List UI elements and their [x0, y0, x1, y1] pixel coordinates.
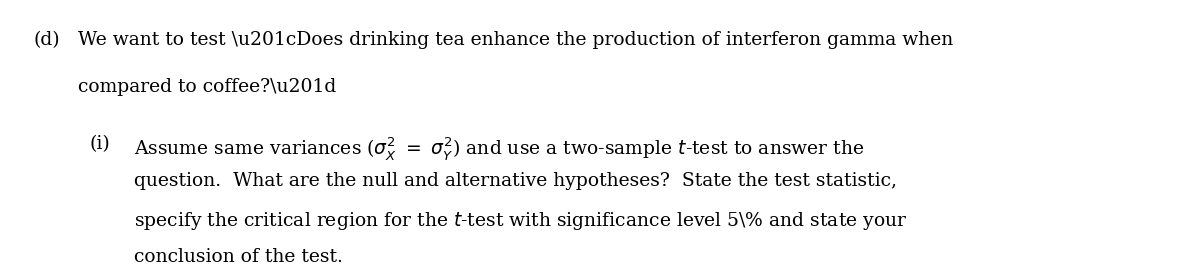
Text: compared to coffee?\u201d: compared to coffee?\u201d: [78, 78, 336, 96]
Text: Assume same variances ($\sigma_X^2\ =\ \sigma_Y^2$) and use a two-sample $t$-tes: Assume same variances ($\sigma_X^2\ =\ \…: [133, 135, 864, 162]
Text: (i): (i): [90, 135, 110, 153]
Text: (d): (d): [34, 31, 60, 49]
Text: question.  What are the null and alternative hypotheses?  State the test statist: question. What are the null and alternat…: [133, 172, 896, 191]
Text: conclusion of the test.: conclusion of the test.: [133, 248, 343, 266]
Text: specify the critical region for the $t$-test with significance level 5\% and sta: specify the critical region for the $t$-…: [133, 210, 907, 232]
Text: We want to test \u201cDoes drinking tea enhance the production of interferon gam: We want to test \u201cDoes drinking tea …: [78, 31, 953, 49]
